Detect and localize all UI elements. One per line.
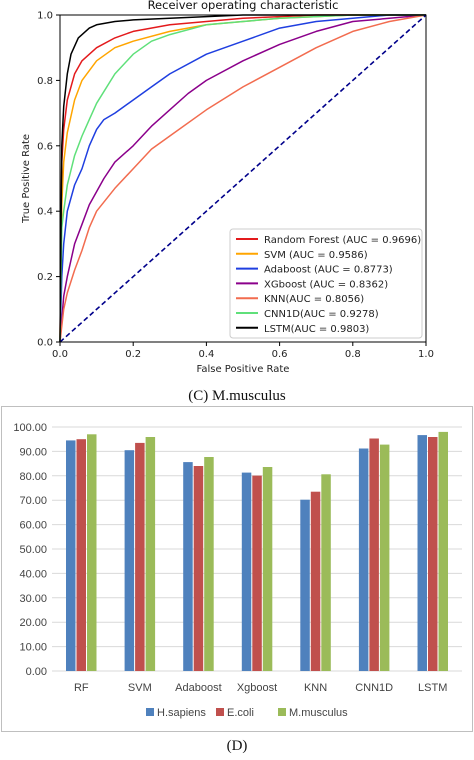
bar-rf-ecoli (76, 439, 86, 671)
bar-rf-mmusculus (87, 434, 97, 671)
roc-plot-frame (59, 14, 427, 343)
bar-y-tick-label: 20.00 (19, 617, 47, 629)
bar-category-label: Adaboost (175, 682, 221, 694)
bar-category-label: LSTM (418, 682, 447, 694)
bar-y-tick-label: 80.00 (19, 471, 47, 483)
roc-chance-line (59, 14, 427, 343)
roc-y-tick-label: 0.2 (37, 272, 53, 283)
roc-x-tick-label: 0.2 (125, 349, 141, 360)
roc-series-line-4 (59, 14, 427, 343)
bar-cnn1d-mmusculus (379, 444, 390, 671)
roc-chart: 0.0 0.2 0.4 0.6 0.8 1.0 0.0 0.2 0.4 0.6 0.8 1.0 Rece… (21, 0, 434, 375)
bar-knn-hsapiens (300, 499, 310, 671)
bar-legend-entry: M.musculus (289, 707, 348, 719)
bar-y-tick-label: 0.00 (26, 666, 47, 678)
roc-y-axis-label: True Positive Rate (21, 134, 32, 224)
bar-legend-swatch (146, 708, 154, 716)
roc-legend-entry: Adaboost (AUC = 0.8773) (264, 265, 393, 276)
bar-knn-ecoli (310, 491, 321, 671)
bar-cnn1d-ecoli (369, 438, 379, 671)
roc-legend-entry: LSTM(AUC = 0.9803) (264, 324, 369, 335)
roc-title: Receiver operating characteristic (148, 0, 339, 12)
roc-legend (229, 228, 423, 339)
bar-cnn1d-hsapiens (358, 448, 369, 671)
caption-c: (C) M.musculus (188, 388, 286, 404)
bar-y-tick-label: 60.00 (19, 520, 47, 532)
bar-category-label: CNN1D (355, 682, 393, 694)
roc-series-line-2 (59, 14, 426, 343)
caption-d: (D) (226, 738, 248, 754)
bar-knn-mmusculus (321, 474, 331, 671)
bar-y-tick-label: 70.00 (19, 495, 47, 507)
bar-xgboost-ecoli (252, 475, 262, 671)
bar-svm-hsapiens (124, 450, 135, 671)
bar-svm-ecoli (135, 442, 145, 671)
roc-y-tick-label: 0.4 (37, 207, 53, 218)
bar-y-tick-label: 40.00 (19, 568, 47, 580)
roc-y-tick-label: 0.0 (37, 338, 53, 349)
roc-x-tick-label: 0.8 (345, 349, 361, 360)
roc-y-tick-label: 0.8 (37, 76, 53, 87)
roc-x-axis-label: False Positive Rate (197, 364, 290, 375)
bar-y-tick-label: 30.00 (19, 593, 47, 605)
roc-x-tick-label: 0.4 (198, 349, 214, 360)
bar-rf-hsapiens (66, 440, 76, 671)
bar-adaboost-hsapiens (183, 462, 193, 671)
bar-xgboost-hsapiens (241, 472, 252, 671)
roc-x-tick-label: 0.6 (272, 349, 288, 360)
bar-y-tick-label: 90.00 (19, 446, 47, 458)
bar-lstm-mmusculus (438, 431, 448, 671)
bar-category-label: RF (74, 682, 89, 694)
bar-y-tick-label: 10.00 (19, 642, 47, 654)
bar-lstm-hsapiens (417, 435, 427, 671)
bar-legend-swatch (278, 708, 286, 716)
roc-legend-entry: Random Forest (AUC = 0.9696) (264, 235, 421, 246)
bar-y-tick-label: 100.00 (13, 422, 47, 434)
bar-xgboost-mmusculus (262, 467, 273, 671)
roc-legend-entry: XGboost (AUC = 0.8362) (264, 279, 388, 290)
roc-legend-entry: SVM (AUC = 0.9586) (264, 250, 368, 261)
bar-y-tick-label: 50.00 (19, 544, 47, 556)
roc-legend-entry: CNN1D(AUC = 0.9278) (264, 309, 379, 320)
bar-chart: 0.00 10.00 20.00 30.00 40.00 50.00 60.00 70.00 8… (1, 406, 473, 732)
bar-category-label: KNN (304, 682, 327, 694)
roc-series-line-3 (59, 14, 427, 343)
bar-svm-mmusculus (145, 437, 156, 671)
roc-y-tick-label: 1.0 (37, 11, 53, 22)
roc-x-tick-label: 1.0 (418, 349, 434, 360)
bar-legend-swatch (216, 708, 224, 716)
bar-category-label: SVM (128, 682, 152, 694)
bar-legend-entry: H.sapiens (157, 707, 206, 719)
bar-adaboost-mmusculus (204, 457, 214, 671)
bar-category-label: Xgboost (237, 682, 277, 694)
roc-series-line-5 (59, 14, 426, 343)
roc-x-tick-label: 0.0 (52, 349, 68, 360)
bar-adaboost-ecoli (193, 466, 204, 671)
roc-y-tick-label: 0.6 (37, 141, 53, 152)
roc-legend-entry: KNN(AUC = 0.8056) (264, 294, 364, 305)
bar-legend-entry: E.coli (227, 707, 254, 719)
bar-lstm-ecoli (428, 437, 438, 671)
